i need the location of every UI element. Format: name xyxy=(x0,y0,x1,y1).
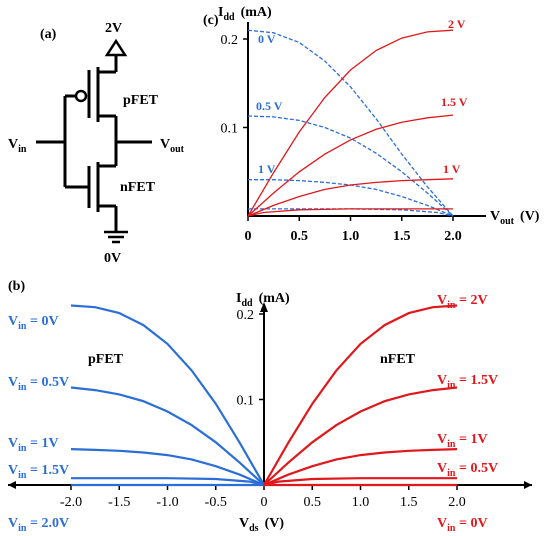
chart-b-pfet-curve-label: Vin = 2.0V xyxy=(8,516,69,534)
chart-b-series-nfet xyxy=(263,386,458,486)
circuit-labels: (a) 2V pFET nFET 0V Vin Vout xyxy=(8,21,185,266)
chart-b-ylabel: Idd (mA) xyxy=(236,291,290,309)
chart-c-x-tick-label: 2.0 xyxy=(444,229,462,244)
chart-b-x-tick-label: -1.5 xyxy=(108,495,130,510)
chart-c-series-pfet xyxy=(247,29,454,217)
chart-c-ylabel: Idd (mA) xyxy=(218,5,272,23)
chart-c-series-nfet xyxy=(247,178,454,217)
chart-b-xlabel: Vds (V) xyxy=(239,516,284,534)
chart-b-series-nfet xyxy=(263,477,457,487)
chart-c-series-pfet xyxy=(247,115,454,217)
chart-b-series-pfet xyxy=(70,386,265,486)
chart-b-x-tick-label: -0.5 xyxy=(205,495,227,510)
chart-b-nfet-curve-label: Vin = 1.5V xyxy=(437,373,498,391)
chart-c-series-nfet xyxy=(247,114,454,217)
panel-label-a: (a) xyxy=(40,27,57,42)
chart-b-x-tick-label: 0.5 xyxy=(304,495,322,510)
chart-b-x-arrow-left xyxy=(8,481,16,489)
chart-b-y-tick-label: 0.1 xyxy=(237,394,255,409)
chart-c-nfet-curve-label: 1 V xyxy=(443,162,461,176)
chart-c-nfet-curve-label: 2 V xyxy=(448,17,466,31)
nfet-label: nFET xyxy=(120,180,156,195)
chart-b-x-tick-label: 2.0 xyxy=(448,495,466,510)
chart-b-nfet-curve-label: Vin = 0.5V xyxy=(437,461,498,479)
chart-b-x-tick-label: -2.0 xyxy=(60,495,82,510)
chart-c-x-tick-label: 0.5 xyxy=(291,229,309,244)
chart-b-nfet-curve-label: Vin = 1V xyxy=(437,432,488,450)
chart-c-nfet-curve-label: 1.5 V xyxy=(441,95,468,109)
chart-b-pfet-curve-label: Vin = 1.5V xyxy=(8,463,69,481)
pfet-title: pFET xyxy=(88,352,124,367)
chart-b-series-pfet xyxy=(70,304,265,486)
chart-c-curve-labels: 0 V 0.5 V 1 V 2 V 1.5 V 1 V xyxy=(256,17,468,176)
chart-b-curves xyxy=(70,304,458,487)
chart-b-curve-labels: Vin = 0V Vin = 0.5V Vin = 1V Vin = 1.5V Vin … xyxy=(8,293,498,534)
vout-label: Vout xyxy=(160,137,185,155)
vdd-symbol xyxy=(104,38,128,57)
chart-c-y-tick-label: 0.1 xyxy=(221,122,239,137)
chart-c-pfet-curve-label: 0.5 V xyxy=(256,99,283,113)
chart-c-curves xyxy=(247,29,454,217)
chart-c: (c) Idd (mA) Vout (V) 0 0.5 1.0 1.5 2.00.10.2 … xyxy=(203,5,540,244)
pfet-label: pFET xyxy=(123,93,159,108)
chart-c-x-tick-label: 1.0 xyxy=(342,229,360,244)
chart-b-pfet-curve-label: Vin = 0V xyxy=(8,314,59,332)
panel-label-c: (c) xyxy=(203,13,219,28)
chart-b-x-tick-label: 0 xyxy=(261,495,268,510)
chart-c-series-nfet xyxy=(247,208,453,217)
chart-b-x-tick-label: -1.0 xyxy=(156,495,178,510)
chart-b-x-tick-label: 1.5 xyxy=(400,495,418,510)
vdd-label: 2V xyxy=(105,21,122,36)
chart-b-nfet-curve-label: Vin = 0V xyxy=(437,516,488,534)
vin-label: Vin xyxy=(8,137,27,155)
chart-b-series-pfet xyxy=(71,477,265,487)
chart-b-series-nfet xyxy=(263,448,458,487)
pfet-gate-bubble xyxy=(74,89,88,103)
chart-b-x-tick-label: 1.0 xyxy=(352,495,370,510)
chart-c-pfet-curve-label: 0 V xyxy=(258,32,276,46)
chart-c-pfet-curve-label: 1 V xyxy=(258,162,276,176)
panel-label-b: (b) xyxy=(8,279,25,294)
chart-c-x-tick-label: 0 xyxy=(245,229,252,244)
chart-b-x-arrow-right xyxy=(524,481,532,489)
chart-b: (b) Idd (mA) Vds (V) pFET nFET -2.0 -1.5 -1.… xyxy=(8,279,532,534)
chart-c-y-tick-label: 0.2 xyxy=(221,33,239,48)
chart-b-nfet-curve-label: Vin = 2V xyxy=(437,293,488,311)
chart-b-series-nfet xyxy=(263,304,458,486)
chart-b-pfet-curve-label: Vin = 0.5V xyxy=(8,375,69,393)
chart-b-series-pfet xyxy=(70,448,265,487)
chart-b-pfet-curve-label: Vin = 1V xyxy=(8,436,59,454)
chart-c-xlabel: Vout (V) xyxy=(490,209,540,227)
chart-b-y-tick-label: 0.2 xyxy=(237,308,255,323)
circuit-panel xyxy=(36,38,152,244)
gnd-label: 0V xyxy=(104,251,121,266)
chart-c-series-pfet xyxy=(248,208,454,217)
chart-c-axes: 0 0.5 1.0 1.5 2.0 0.1 0.2 xyxy=(221,22,486,244)
chart-c-x-tick-label: 1.5 xyxy=(393,229,411,244)
chart-c-series-nfet xyxy=(247,29,454,217)
nfet-title: nFET xyxy=(380,352,416,367)
chart-b-y-arrow xyxy=(260,302,268,312)
